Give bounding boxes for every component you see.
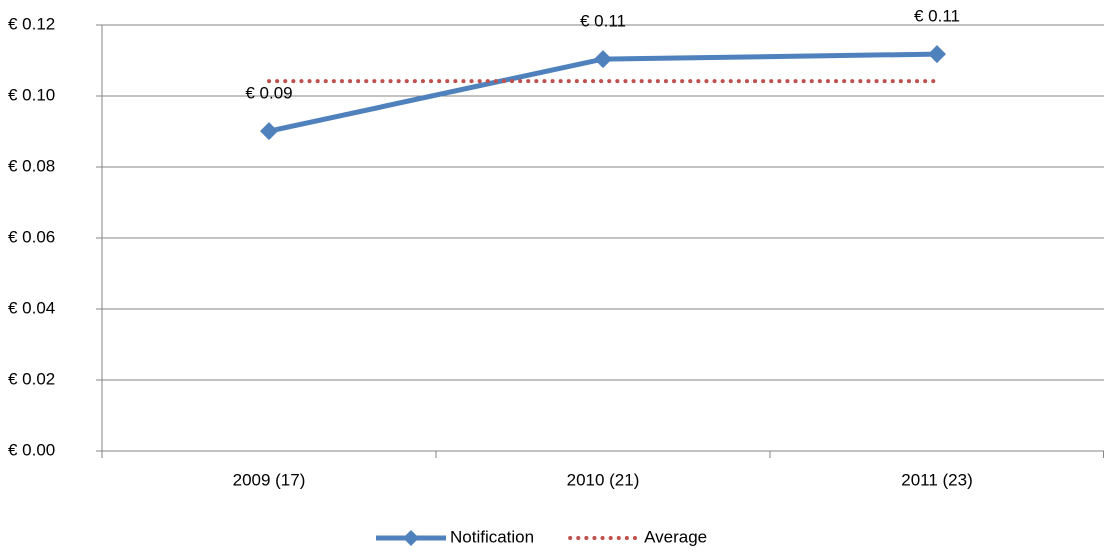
y-tick-label: € 0.12 xyxy=(8,14,55,33)
point-marker xyxy=(928,45,946,64)
y-tick-label: € 0.10 xyxy=(8,85,55,104)
y-tick-label: € 0.08 xyxy=(8,156,55,175)
point-marker xyxy=(260,122,278,141)
x-tick-label: 2010 (21) xyxy=(567,470,640,489)
y-tick-label: € 0.04 xyxy=(8,298,55,317)
data-label: € 0.11 xyxy=(580,12,626,31)
data-label: € 0.09 xyxy=(245,84,292,103)
data-label: € 0.11 xyxy=(914,7,960,26)
legend-label: Average xyxy=(644,527,707,546)
y-tick-label: € 0.02 xyxy=(8,369,55,388)
legend-label: Notification xyxy=(450,527,534,546)
y-tick-label: € 0.00 xyxy=(8,440,55,459)
x-tick-label: 2011 (23) xyxy=(901,470,973,489)
legend-marker xyxy=(403,530,419,546)
x-tick-label: 2009 (17) xyxy=(233,470,306,489)
point-marker xyxy=(594,50,612,69)
y-tick-label: € 0.06 xyxy=(8,227,55,246)
